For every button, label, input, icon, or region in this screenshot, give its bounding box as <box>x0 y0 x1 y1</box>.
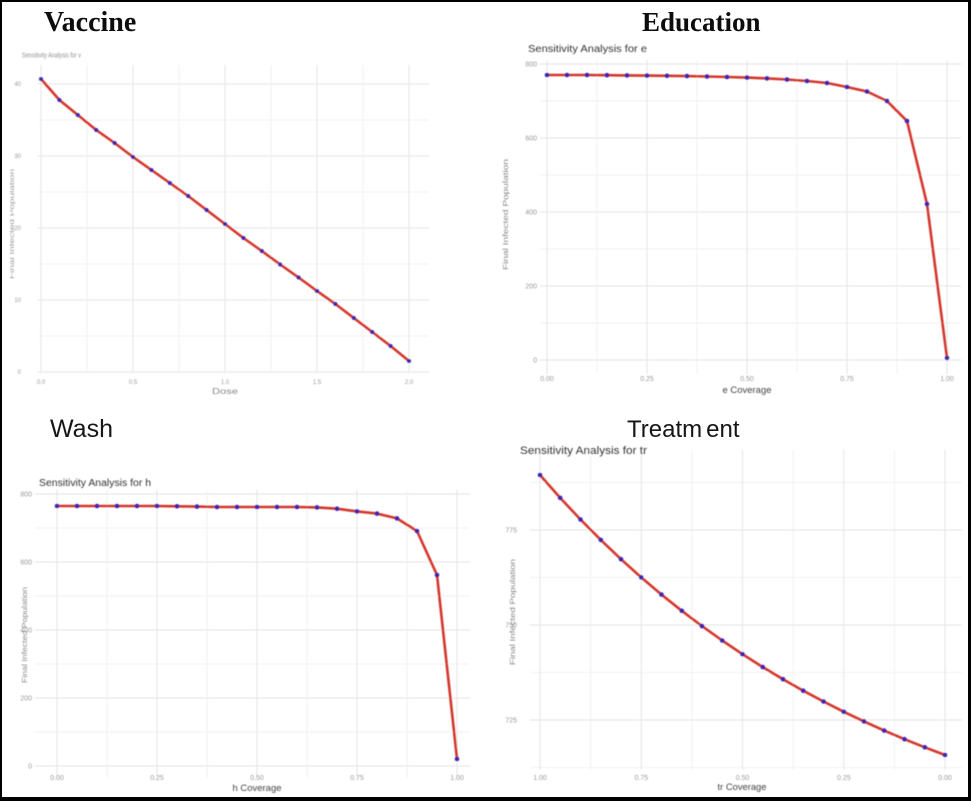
svg-text:h Coverage: h Coverage <box>233 783 282 793</box>
svg-text:Sensitivity Analysis for e: Sensitivity Analysis for e <box>528 44 647 55</box>
svg-text:800: 800 <box>525 62 537 69</box>
svg-text:200: 200 <box>20 696 32 703</box>
svg-text:0.5: 0.5 <box>129 380 138 386</box>
svg-text:800: 800 <box>20 492 32 499</box>
svg-text:2.0: 2.0 <box>405 380 414 386</box>
svg-text:775: 775 <box>505 528 517 535</box>
svg-text:Final Infected Population: Final Infected Population <box>22 587 29 683</box>
svg-text:0.00: 0.00 <box>50 775 64 782</box>
svg-text:1.00: 1.00 <box>533 775 547 782</box>
svg-text:0: 0 <box>533 358 537 365</box>
svg-text:600: 600 <box>20 560 32 567</box>
svg-text:10: 10 <box>14 298 21 304</box>
svg-text:Final Infected Population: Final Infected Population <box>510 559 517 665</box>
svg-text:0.25: 0.25 <box>837 775 851 782</box>
svg-text:0.75: 0.75 <box>350 775 364 782</box>
svg-text:1.5: 1.5 <box>313 380 322 386</box>
svg-text:0.50: 0.50 <box>736 775 750 782</box>
svg-text:0.50: 0.50 <box>740 376 754 383</box>
svg-text:400: 400 <box>525 210 537 217</box>
svg-text:Final Infected Population: Final Infected Population <box>503 159 510 270</box>
svg-text:0.75: 0.75 <box>840 376 854 383</box>
svg-text:0.00: 0.00 <box>938 775 952 782</box>
svg-text:Final Infected Population: Final Infected Population <box>10 169 16 279</box>
svg-text:0: 0 <box>28 764 32 771</box>
svg-text:e Coverage: e Coverage <box>723 385 772 395</box>
svg-text:0.00: 0.00 <box>540 376 554 383</box>
svg-text:Sensitivity Analysis for v: Sensitivity Analysis for v <box>22 53 81 60</box>
svg-text:Wash: Wash <box>50 415 113 443</box>
svg-text:Vaccine: Vaccine <box>44 7 136 38</box>
svg-text:tr Coverage: tr Coverage <box>718 782 767 792</box>
svg-text:400: 400 <box>20 628 32 635</box>
svg-text:30: 30 <box>14 154 21 160</box>
svg-text:0.25: 0.25 <box>640 376 654 383</box>
svg-text:750: 750 <box>505 623 517 630</box>
svg-text:1.0: 1.0 <box>221 380 230 386</box>
svg-text:Dose: Dose <box>212 387 239 396</box>
svg-text:1.00: 1.00 <box>450 775 464 782</box>
svg-text:0.75: 0.75 <box>634 775 648 782</box>
svg-text:1.00: 1.00 <box>940 376 954 383</box>
svg-text:Sensitivity Analysis for h: Sensitivity Analysis for h <box>39 478 151 489</box>
svg-text:725: 725 <box>505 718 517 725</box>
svg-text:600: 600 <box>525 136 537 143</box>
svg-text:40: 40 <box>14 82 21 88</box>
svg-text:Education: Education <box>642 7 761 37</box>
svg-text:0.25: 0.25 <box>150 775 164 782</box>
svg-text:0.50: 0.50 <box>250 775 264 782</box>
svg-text:200: 200 <box>525 284 537 291</box>
svg-text:Sensitivity Analysis for tr: Sensitivity Analysis for tr <box>520 445 647 457</box>
svg-text:20: 20 <box>14 226 21 232</box>
svg-text:0: 0 <box>18 370 22 376</box>
svg-text:0.0: 0.0 <box>37 380 46 386</box>
